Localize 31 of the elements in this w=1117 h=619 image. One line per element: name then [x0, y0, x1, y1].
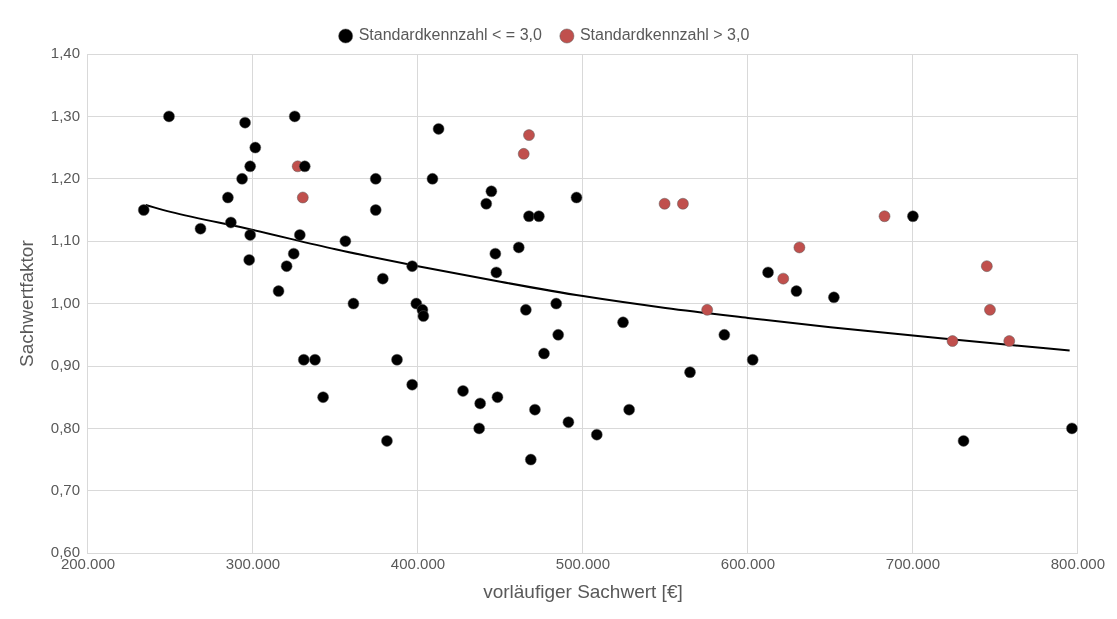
y-tick-label: 0,80 [50, 418, 80, 436]
x-tick-label: 400.000 [390, 555, 446, 573]
point [701, 304, 713, 316]
x-tick-label: 700.000 [885, 555, 941, 573]
x-tick-label: 300.000 [225, 555, 281, 573]
y-axis-title: Sachwertfaktor [15, 239, 37, 367]
point [658, 198, 671, 210]
x-tick-label: 800.000 [1050, 555, 1106, 573]
point [946, 335, 959, 347]
legend-label: Standardkennzahl < = 3,0 [358, 26, 542, 44]
y-tick-label: 0,70 [50, 480, 80, 498]
x-axis-title: vorläufiger Sachwert [€] [483, 580, 683, 602]
point [523, 129, 535, 141]
point [878, 210, 891, 222]
point [517, 148, 530, 160]
point [984, 304, 996, 316]
point [793, 241, 806, 254]
point [1003, 335, 1016, 347]
point [981, 260, 993, 272]
y-tick-label: 1,20 [50, 168, 80, 186]
y-tick-label: 1,10 [50, 231, 80, 249]
legend-label: Standardkennzahl > 3,0 [579, 26, 750, 44]
y-tick-label: 1,30 [50, 106, 80, 124]
y-tick-label: 0,90 [50, 356, 80, 374]
x-tick-label: 500.000 [555, 555, 611, 573]
x-tick-label: 600.000 [720, 555, 776, 573]
point [777, 272, 789, 285]
point [677, 198, 689, 210]
point [297, 191, 309, 204]
y-tick-label: 1,00 [50, 293, 80, 311]
y-tick-label: 1,40 [50, 44, 80, 62]
